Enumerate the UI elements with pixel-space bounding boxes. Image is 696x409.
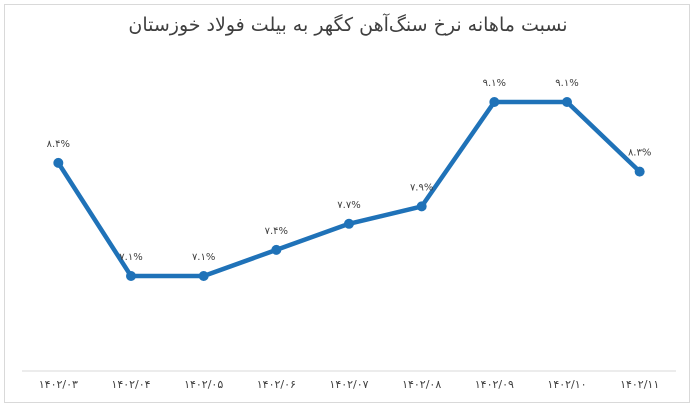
x-tick-label: ۱۴۰۲/۱۱ <box>620 378 659 391</box>
x-tick-label: ۱۴۰۲/۰۷ <box>329 378 368 391</box>
data-point <box>416 201 427 212</box>
data-label: ۹.۱% <box>555 78 578 89</box>
data-label: ۹.۱% <box>483 78 506 89</box>
x-tick-label: ۱۴۰۲/۰۹ <box>475 378 514 391</box>
data-point <box>489 97 500 107</box>
data-point <box>634 166 645 177</box>
data-label: ۸.۳% <box>628 148 651 159</box>
data-point <box>126 271 136 281</box>
data-point <box>271 244 282 255</box>
chart-title: نسبت ماهانه نرخ سنگ‌آهن کگهر به بیلت فول… <box>128 14 568 36</box>
chart-frame <box>4 4 690 403</box>
data-point <box>562 97 572 107</box>
data-label: ۷.۹% <box>410 182 433 193</box>
data-label: ۷.۱% <box>119 252 142 263</box>
data-label: ۷.۴% <box>265 226 288 237</box>
x-tick-label: ۱۴۰۲/۰۵ <box>184 378 223 391</box>
data-label: ۷.۷% <box>337 200 360 211</box>
x-tick-label: ۱۴۰۲/۰۳ <box>39 378 78 391</box>
data-point <box>344 218 354 229</box>
data-label: ۸.۴% <box>47 139 70 150</box>
x-tick-label: ۱۴۰۲/۱۰ <box>547 378 586 391</box>
x-tick-label: ۱۴۰۲/۰۴ <box>111 378 150 391</box>
data-label: ۷.۱% <box>192 252 215 263</box>
x-tick-label: ۱۴۰۲/۰۸ <box>402 378 441 391</box>
x-tick-label: ۱۴۰۲/۰۶ <box>257 378 296 391</box>
series-line <box>56 99 642 279</box>
data-point <box>198 271 209 281</box>
data-point <box>53 157 64 168</box>
